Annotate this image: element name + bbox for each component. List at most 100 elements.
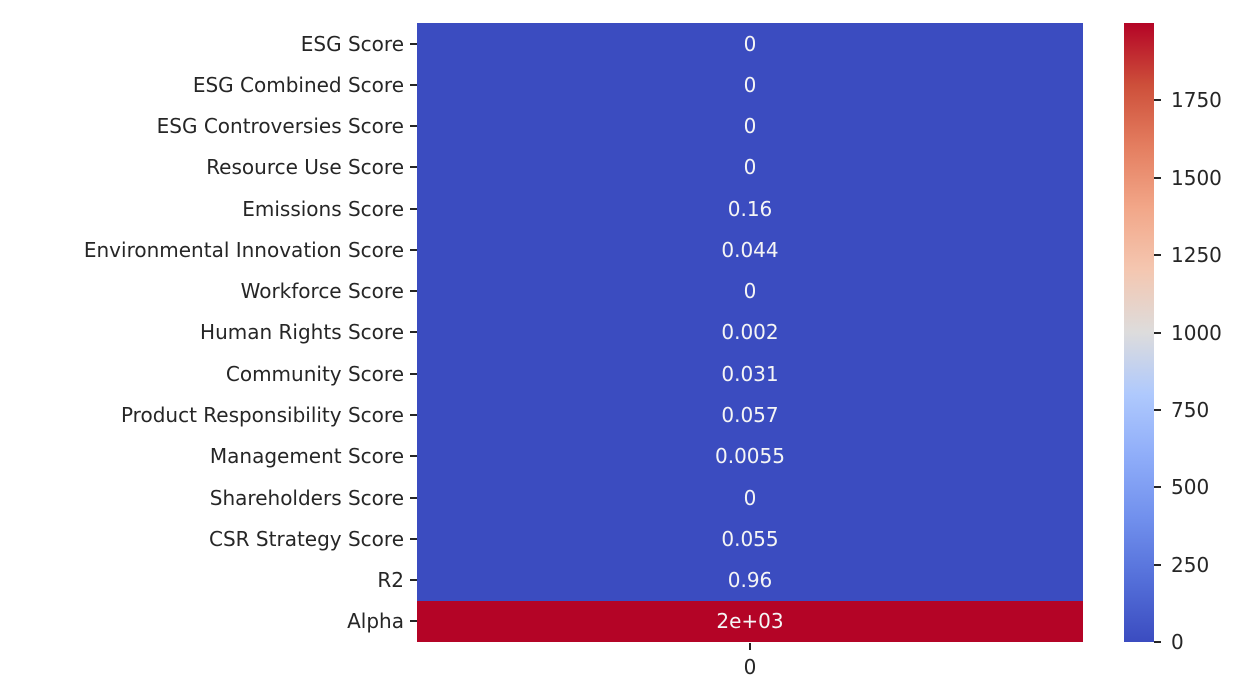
cell-annotation: 0	[743, 114, 757, 139]
colorbar-tick-label: 0	[1171, 630, 1184, 654]
row-label: Alpha	[0, 601, 417, 642]
x-axis-tick-label: 0	[743, 655, 757, 679]
row-label-text: R2	[377, 568, 404, 593]
heatmap-cell: 0.044	[417, 229, 1083, 271]
cell-annotation: 0.16	[727, 196, 773, 221]
cell-annotation: 0	[743, 72, 757, 97]
cell-annotation: 0	[743, 485, 757, 510]
colorbar-tick-mark	[1154, 176, 1161, 179]
colorbar-tick: 250	[1154, 555, 1209, 575]
colorbar-tick-mark	[1154, 486, 1161, 489]
heatmap-cell: 2e+03	[417, 600, 1083, 642]
row-label: R2	[0, 559, 417, 600]
colorbar-tick-mark	[1154, 331, 1161, 334]
cell-annotation: 0	[743, 279, 757, 304]
row-label: Resource Use Score	[0, 147, 417, 188]
row-label-text: Community Score	[225, 361, 404, 386]
heatmap-cell: 0.96	[417, 559, 1083, 601]
row-label-text: ESG Combined Score	[192, 72, 404, 97]
colorbar-tick-label: 1500	[1171, 165, 1222, 190]
cell-annotation: 0.031	[721, 361, 779, 386]
y-axis-tick-mark	[410, 455, 417, 458]
colorbar-tick: 500	[1154, 477, 1209, 497]
row-label: Environmental Innovation Score	[0, 229, 417, 270]
row-label: Human Rights Score	[0, 312, 417, 353]
heatmap-cell: 0	[417, 23, 1083, 65]
colorbar-tick: 1000	[1154, 323, 1222, 343]
y-axis-tick-mark	[410, 372, 417, 375]
row-label-text: CSR Strategy Score	[209, 526, 404, 551]
row-label: Community Score	[0, 353, 417, 394]
colorbar-tick-label: 1750	[1171, 88, 1222, 113]
colorbar-tick-mark	[1154, 99, 1161, 102]
cell-annotation: 0	[743, 31, 757, 56]
heatmap-cell: 0.16	[417, 188, 1083, 230]
y-axis-labels: ESG Score ESG Combined Score ESG Controver…	[0, 23, 417, 642]
heatmap-cell: 0	[417, 64, 1083, 106]
colorbar-tick-mark	[1154, 254, 1161, 257]
row-label: Emissions Score	[0, 188, 417, 229]
heatmap-cell: 0.0055	[417, 435, 1083, 477]
heatmap-cell: 0	[417, 146, 1083, 189]
x-axis-tick-mark	[749, 643, 751, 650]
row-label: CSR Strategy Score	[0, 518, 417, 559]
cell-annotation: 0	[743, 155, 757, 180]
y-axis-tick-mark	[410, 331, 417, 334]
row-label-text: Workforce Score	[240, 279, 404, 304]
row-label: ESG Combined Score	[0, 64, 417, 105]
y-axis-tick-mark	[410, 414, 417, 417]
row-label: Shareholders Score	[0, 477, 417, 518]
row-label-text: Product Responsibility Score	[120, 403, 404, 428]
cell-annotation: 2e+03	[716, 609, 784, 634]
colorbar-tick-mark	[1154, 408, 1161, 411]
row-label-text: Human Rights Score	[200, 320, 404, 345]
cell-annotation: 0.0055	[715, 444, 785, 469]
colorbar-tick-label: 1250	[1171, 243, 1222, 268]
row-label-text: Emissions Score	[242, 196, 404, 221]
heatmap-cell: 0.055	[417, 518, 1083, 560]
cell-annotation: 0.044	[721, 237, 779, 262]
row-label: Workforce Score	[0, 271, 417, 312]
heatmap-grid: 0 0 0 0 0.16 0.044 0 0.002 0.031 0.057 0.0055 0 0.05…	[417, 23, 1083, 642]
y-axis-tick-mark	[410, 496, 417, 499]
cell-annotation: 0.057	[721, 403, 779, 428]
colorbar-tick: 1500	[1154, 168, 1222, 188]
row-label-text: Environmental Innovation Score	[83, 237, 404, 262]
row-label-text: Resource Use Score	[206, 155, 404, 180]
row-label: ESG Score	[0, 23, 417, 64]
row-label: Product Responsibility Score	[0, 394, 417, 435]
row-label: ESG Controversies Score	[0, 106, 417, 147]
y-axis-tick-mark	[410, 579, 417, 582]
y-axis-tick-mark	[410, 83, 417, 86]
heatmap-cell: 0.057	[417, 394, 1083, 436]
heatmap-cell: 0	[417, 270, 1083, 312]
y-axis-tick-mark	[410, 166, 417, 169]
colorbar	[1124, 23, 1154, 642]
row-label-text: Shareholders Score	[209, 485, 404, 510]
colorbar-tick-mark	[1154, 641, 1161, 643]
colorbar-tick: 0	[1154, 632, 1184, 652]
row-label: Management Score	[0, 436, 417, 477]
y-axis-tick-mark	[410, 620, 417, 623]
colorbar-tick: 750	[1154, 400, 1209, 420]
y-axis-tick-mark	[410, 290, 417, 293]
heatmap-cell: 0	[417, 476, 1083, 519]
y-axis-tick-mark	[410, 207, 417, 210]
colorbar-ticks: 0 250 500 750 1000 1250 1500 1750	[1154, 23, 1248, 652]
y-axis-tick-mark	[410, 537, 417, 540]
colorbar-tick-label: 1000	[1171, 320, 1222, 345]
row-label-text: Alpha	[347, 609, 404, 634]
heatmap-cell: 0.002	[417, 311, 1083, 354]
y-axis-tick-mark	[410, 248, 417, 251]
colorbar-tick-label: 500	[1171, 475, 1210, 500]
cell-annotation: 0.002	[721, 320, 779, 345]
colorbar-tick: 1250	[1154, 245, 1222, 265]
colorbar-tick-label: 750	[1171, 397, 1210, 422]
colorbar-tick-mark	[1154, 563, 1161, 566]
row-label-text: ESG Score	[300, 31, 404, 56]
colorbar-tick: 1750	[1154, 90, 1222, 110]
cell-annotation: 0.96	[727, 568, 773, 593]
row-label-text: Management Score	[209, 444, 404, 469]
heatmap-cell: 0	[417, 105, 1083, 147]
